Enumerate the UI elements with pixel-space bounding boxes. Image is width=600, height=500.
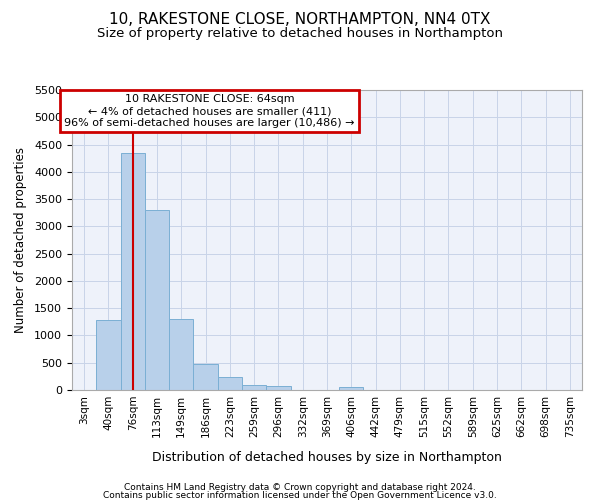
- Bar: [266, 386, 290, 390]
- Bar: [242, 384, 266, 390]
- Bar: [193, 364, 218, 390]
- Y-axis label: Number of detached properties: Number of detached properties: [14, 147, 27, 333]
- Text: Contains HM Land Registry data © Crown copyright and database right 2024.: Contains HM Land Registry data © Crown c…: [124, 483, 476, 492]
- Bar: [218, 377, 242, 390]
- Text: Distribution of detached houses by size in Northampton: Distribution of detached houses by size …: [152, 451, 502, 464]
- Bar: [169, 319, 193, 390]
- Text: Size of property relative to detached houses in Northampton: Size of property relative to detached ho…: [97, 28, 503, 40]
- Text: 10, RAKESTONE CLOSE, NORTHAMPTON, NN4 0TX: 10, RAKESTONE CLOSE, NORTHAMPTON, NN4 0T…: [109, 12, 491, 28]
- Bar: [339, 386, 364, 390]
- Bar: [121, 152, 145, 390]
- Text: 10 RAKESTONE CLOSE: 64sqm
← 4% of detached houses are smaller (411)
96% of semi-: 10 RAKESTONE CLOSE: 64sqm ← 4% of detach…: [64, 94, 355, 128]
- Bar: [145, 210, 169, 390]
- Bar: [96, 320, 121, 390]
- Text: Contains public sector information licensed under the Open Government Licence v3: Contains public sector information licen…: [103, 492, 497, 500]
